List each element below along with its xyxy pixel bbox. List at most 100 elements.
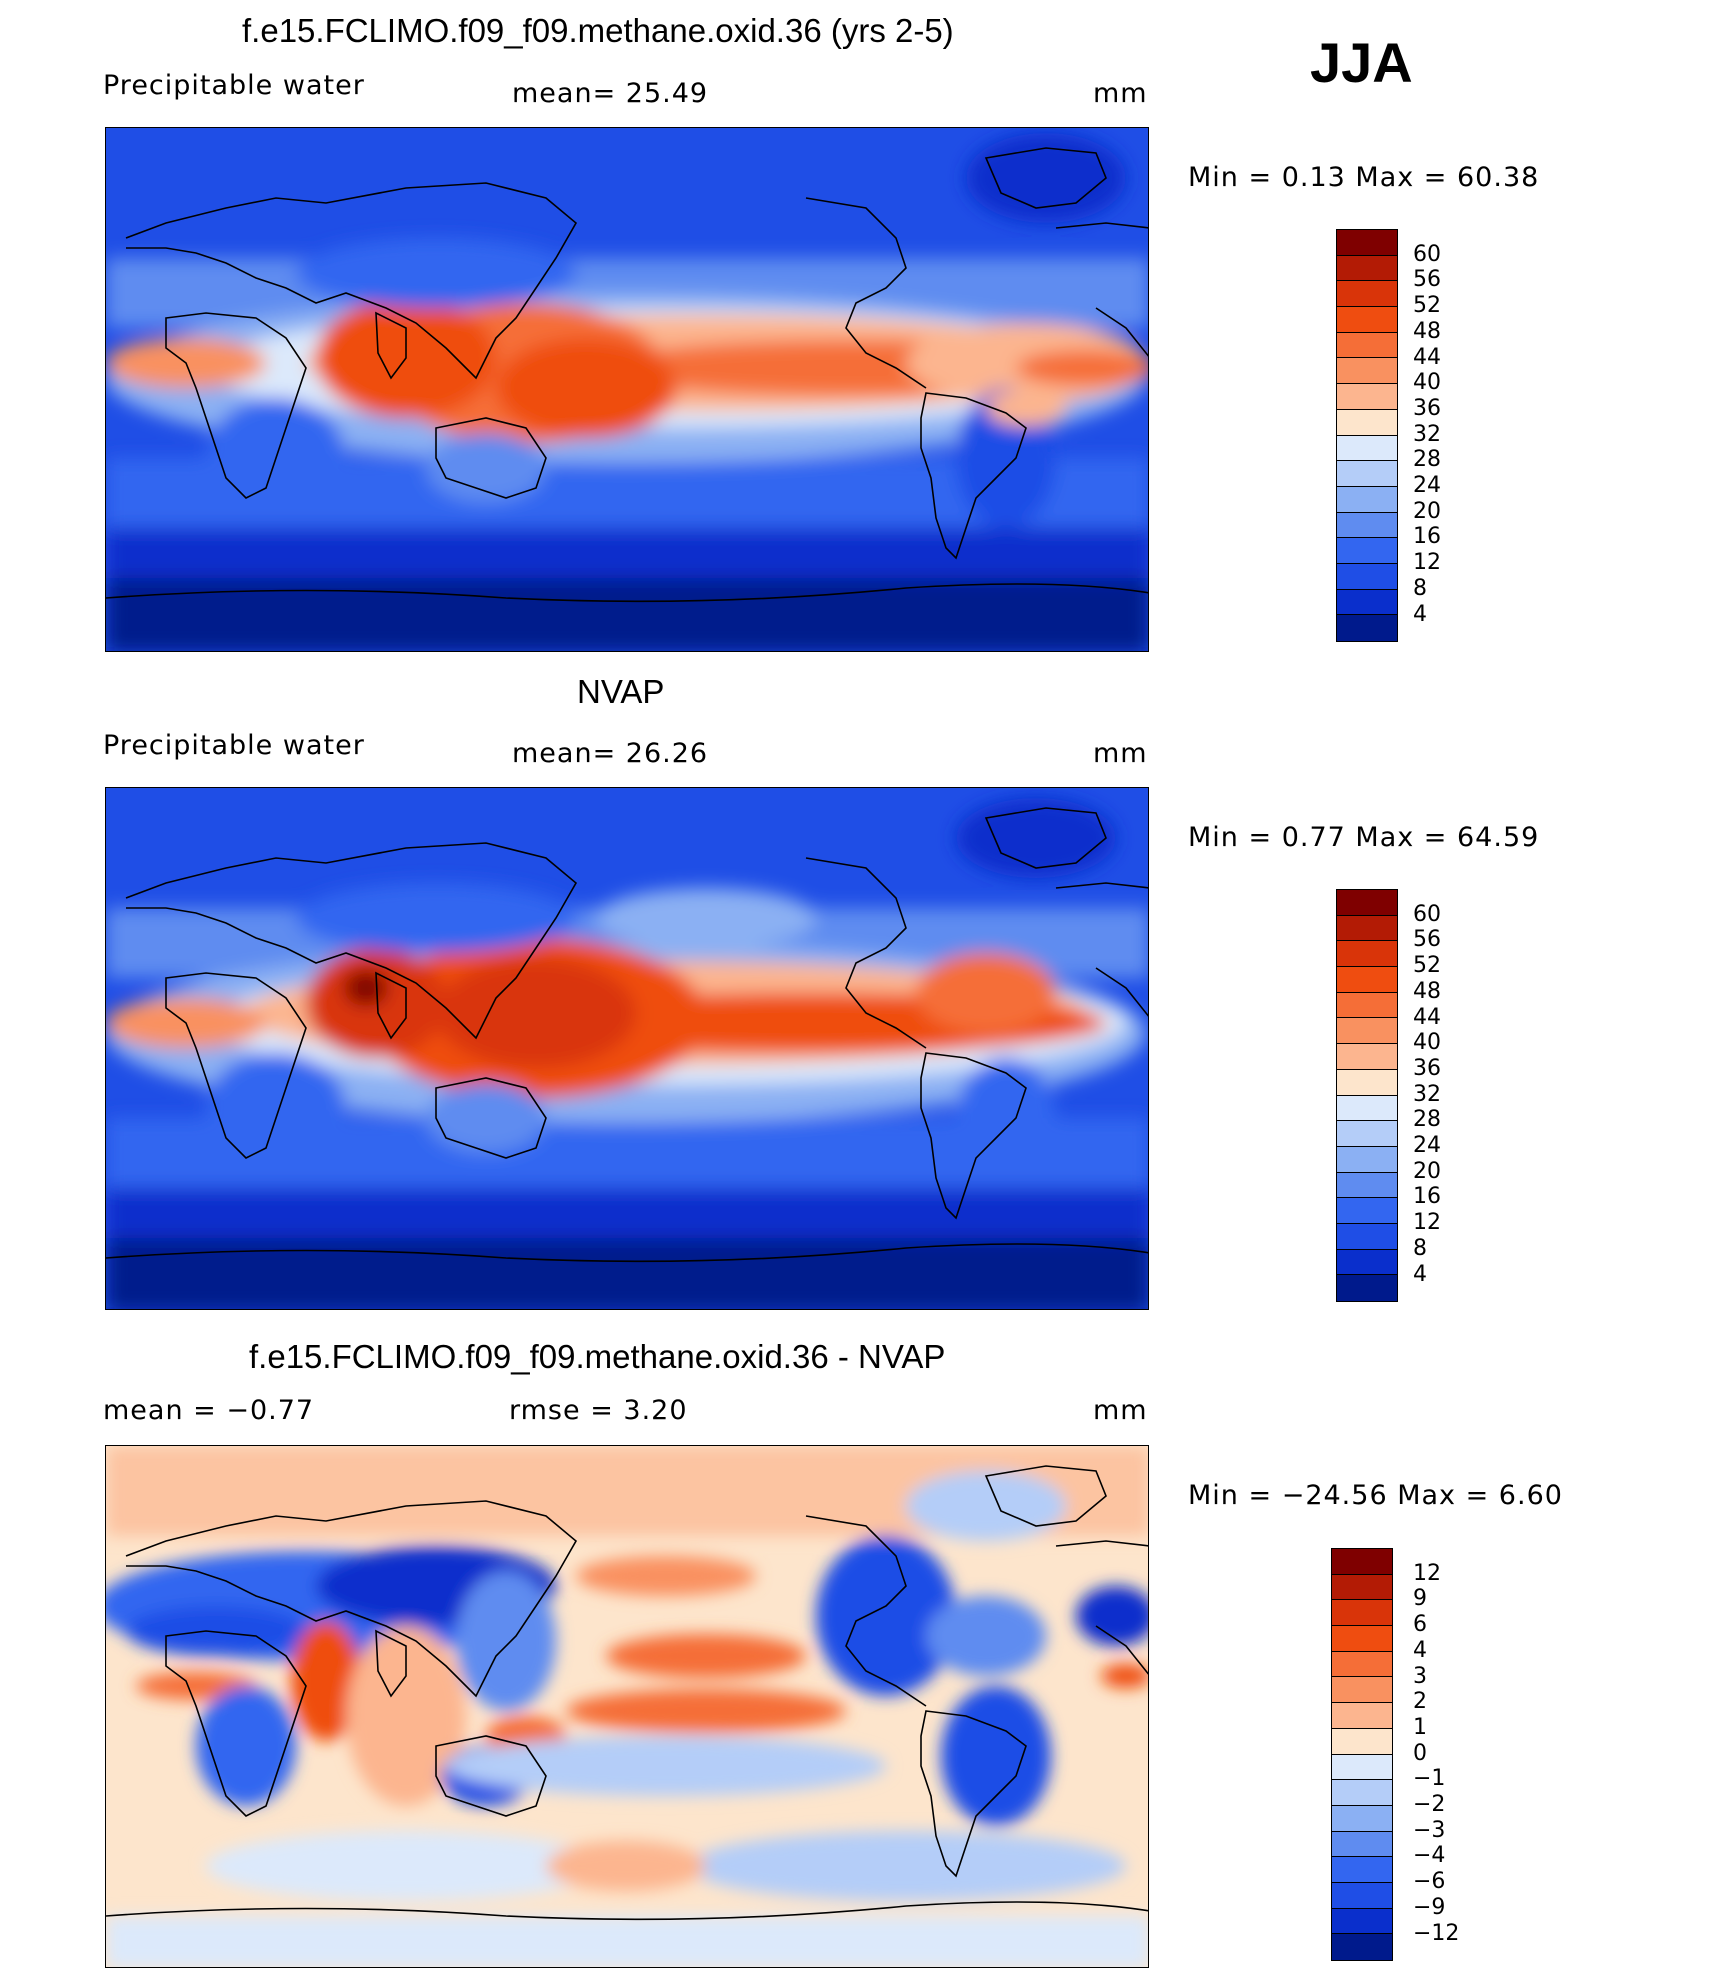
panel-3-rmse-label: rmse = 3.20 bbox=[509, 1395, 688, 1426]
panel-2-mean-label: mean= 26.26 bbox=[512, 738, 709, 769]
colorbar-tick-label: 28 bbox=[1413, 1107, 1441, 1133]
colorbar-swatch bbox=[1337, 409, 1397, 436]
colorbar-swatch bbox=[1332, 1882, 1392, 1909]
colorbar-tick-label: 52 bbox=[1413, 953, 1441, 979]
colorbar-tick-label: −12 bbox=[1413, 1920, 1460, 1946]
panel-2-colorbar bbox=[1336, 889, 1398, 1302]
panel-3-title: f.e15.FCLIMO.f09_f09.methane.oxid.36 - N… bbox=[249, 1338, 946, 1375]
colorbar-swatch bbox=[1337, 1121, 1397, 1147]
colorbar-tick-label: 32 bbox=[1413, 1081, 1441, 1107]
panel-3-map bbox=[105, 1445, 1149, 1968]
colorbar-swatch bbox=[1332, 1780, 1392, 1806]
colorbar-swatch bbox=[1337, 358, 1397, 385]
colorbar-tick-label: 40 bbox=[1413, 370, 1441, 396]
colorbar-tick-label: 12 bbox=[1413, 1560, 1441, 1586]
colorbar-swatch bbox=[1337, 967, 1397, 993]
colorbar-swatch bbox=[1337, 992, 1397, 1019]
colorbar-tick-label: −9 bbox=[1413, 1894, 1446, 1920]
colorbar-swatch bbox=[1337, 589, 1397, 616]
panel-3-colorbar bbox=[1331, 1548, 1393, 1961]
panel-3-units: mm bbox=[1093, 1395, 1148, 1426]
colorbar-tick-label: 9 bbox=[1413, 1586, 1427, 1612]
colorbar-swatch bbox=[1337, 1095, 1397, 1122]
panel-1-variable-label: Precipitable water bbox=[103, 70, 365, 101]
colorbar-swatch bbox=[1337, 941, 1397, 968]
colorbar-swatch bbox=[1332, 1677, 1392, 1704]
panel-2-units: mm bbox=[1093, 738, 1148, 769]
colorbar-swatch bbox=[1337, 307, 1397, 333]
colorbar-tick-label: 28 bbox=[1413, 447, 1441, 473]
panel-1-units: mm bbox=[1093, 78, 1148, 109]
colorbar-swatch bbox=[1337, 1018, 1397, 1045]
colorbar-tick-label: 0 bbox=[1413, 1740, 1427, 1766]
colorbar-tick-label: 60 bbox=[1413, 901, 1441, 927]
colorbar-swatch bbox=[1337, 512, 1397, 539]
colorbar-swatch bbox=[1337, 281, 1397, 308]
colorbar-tick-label: 36 bbox=[1413, 1055, 1441, 1081]
panel-1-mean-label: mean= 25.49 bbox=[512, 78, 709, 109]
panel-3-map-field bbox=[106, 1446, 1148, 1967]
colorbar-swatch bbox=[1337, 1044, 1397, 1070]
colorbar-swatch bbox=[1332, 1549, 1392, 1575]
colorbar-swatch bbox=[1337, 384, 1397, 410]
colorbar-swatch bbox=[1332, 1754, 1392, 1781]
colorbar-tick-label: 8 bbox=[1413, 1235, 1427, 1261]
colorbar-tick-label: 44 bbox=[1413, 1004, 1441, 1030]
colorbar-swatch bbox=[1337, 435, 1397, 462]
panel-3-coastlines bbox=[106, 1465, 1148, 1921]
colorbar-swatch bbox=[1332, 1728, 1392, 1755]
panel-2-coastlines bbox=[106, 807, 1148, 1263]
colorbar-swatch bbox=[1337, 538, 1397, 564]
panel-3-min-max: Min = −24.56 Max = 6.60 bbox=[1188, 1480, 1563, 1511]
colorbar-swatch bbox=[1337, 563, 1397, 590]
colorbar-tick-label: −1 bbox=[1413, 1766, 1446, 1792]
colorbar-tick-label: 1 bbox=[1413, 1714, 1427, 1740]
panel-2-map bbox=[105, 787, 1149, 1310]
panel-1-title: f.e15.FCLIMO.f09_f09.methane.oxid.36 (yr… bbox=[242, 12, 954, 49]
colorbar-swatch bbox=[1337, 890, 1397, 916]
colorbar-tick-label: −2 bbox=[1413, 1792, 1446, 1817]
colorbar-swatch bbox=[1332, 1626, 1392, 1652]
colorbar-tick-label: 44 bbox=[1413, 344, 1441, 370]
colorbar-tick-label: 20 bbox=[1413, 498, 1441, 524]
colorbar-tick-label: 40 bbox=[1413, 1030, 1441, 1056]
colorbar-swatch bbox=[1332, 1651, 1392, 1678]
colorbar-tick-label: 3 bbox=[1413, 1663, 1427, 1689]
panel-2-min-max: Min = 0.77 Max = 64.59 bbox=[1188, 822, 1540, 853]
colorbar-swatch bbox=[1337, 230, 1397, 256]
colorbar-tick-label: 20 bbox=[1413, 1158, 1441, 1184]
panel-3-mean-label: mean = −0.77 bbox=[103, 1395, 315, 1426]
colorbar-tick-label: 12 bbox=[1413, 1210, 1441, 1236]
colorbar-swatch bbox=[1337, 1249, 1397, 1276]
colorbar-swatch bbox=[1337, 1223, 1397, 1250]
panel-1-colorbar bbox=[1336, 229, 1398, 642]
colorbar-swatch bbox=[1337, 1146, 1397, 1173]
colorbar-tick-label: 48 bbox=[1413, 318, 1441, 344]
colorbar-tick-label: 24 bbox=[1413, 1133, 1441, 1158]
colorbar-swatch bbox=[1337, 1198, 1397, 1224]
colorbar-swatch bbox=[1332, 1600, 1392, 1627]
colorbar-tick-label: 16 bbox=[1413, 1184, 1441, 1210]
colorbar-tick-label: 56 bbox=[1413, 267, 1441, 293]
colorbar-tick-label: 4 bbox=[1413, 601, 1427, 627]
colorbar-tick-label: −6 bbox=[1413, 1869, 1446, 1895]
colorbar-swatch bbox=[1337, 461, 1397, 487]
colorbar-tick-label: 12 bbox=[1413, 550, 1441, 576]
colorbar-swatch bbox=[1337, 486, 1397, 513]
colorbar-swatch bbox=[1332, 1831, 1392, 1858]
colorbar-tick-label: 4 bbox=[1413, 1261, 1427, 1287]
colorbar-tick-label: 52 bbox=[1413, 293, 1441, 319]
colorbar-swatch bbox=[1337, 1172, 1397, 1199]
colorbar-swatch bbox=[1332, 1805, 1392, 1832]
colorbar-tick-label: 16 bbox=[1413, 524, 1441, 550]
colorbar-swatch bbox=[1337, 332, 1397, 359]
panel-1-coastlines bbox=[106, 147, 1148, 603]
panel-1-map-field bbox=[106, 128, 1148, 651]
colorbar-tick-label: 48 bbox=[1413, 978, 1441, 1004]
panel-2-map-field bbox=[106, 788, 1148, 1309]
panel-1-min-max: Min = 0.13 Max = 60.38 bbox=[1188, 162, 1540, 193]
colorbar-tick-label: 36 bbox=[1413, 395, 1441, 421]
colorbar-tick-label: 24 bbox=[1413, 473, 1441, 498]
panel-2-title: NVAP bbox=[577, 673, 665, 710]
colorbar-swatch bbox=[1332, 1908, 1392, 1935]
